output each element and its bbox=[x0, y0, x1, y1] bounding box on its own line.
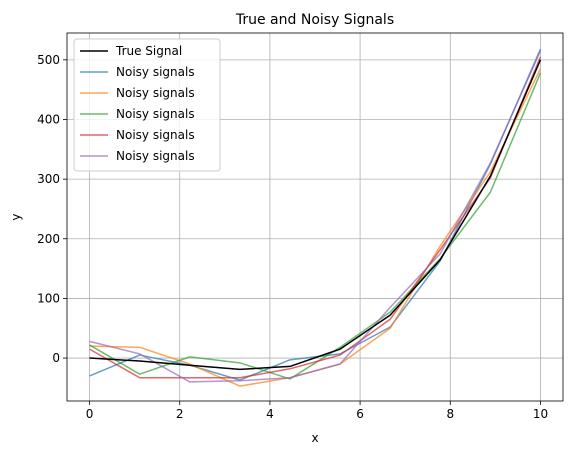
legend-label: Noisy signals bbox=[116, 107, 195, 121]
x-axis-label: x bbox=[311, 431, 318, 445]
y-tick-label: 300 bbox=[37, 172, 60, 186]
x-tick-label: 2 bbox=[176, 407, 184, 421]
x-tick-label: 10 bbox=[533, 407, 548, 421]
y-tick-label: 100 bbox=[37, 291, 60, 305]
legend-label: Noisy signals bbox=[116, 128, 195, 142]
legend-box bbox=[73, 38, 221, 172]
y-tick-label: 200 bbox=[37, 232, 60, 246]
y-tick-label: 0 bbox=[52, 351, 60, 365]
x-tick-label: 4 bbox=[266, 407, 274, 421]
noisy-signal-line-4 bbox=[89, 56, 542, 379]
noisy-signal-line-5 bbox=[89, 50, 542, 383]
x-tick-label: 8 bbox=[446, 407, 454, 421]
grid bbox=[67, 33, 563, 401]
x-tick-label: 6 bbox=[356, 407, 364, 421]
y-tick-label: 500 bbox=[37, 53, 60, 67]
true-signal-line bbox=[89, 59, 542, 371]
x-tick-label: 0 bbox=[86, 407, 94, 421]
y-axis-label: y bbox=[9, 213, 23, 220]
chart-title: True and Noisy Signals bbox=[235, 12, 394, 28]
legend-label: Noisy signals bbox=[116, 86, 195, 100]
legend-label: True Signal bbox=[115, 44, 182, 58]
series-lines bbox=[89, 48, 542, 387]
noisy-signal-line-3 bbox=[89, 72, 542, 380]
y-tick-label: 400 bbox=[37, 112, 60, 126]
plot-frame bbox=[66, 32, 564, 402]
legend: True Signal Noisy signals Noisy signals Noi… bbox=[73, 38, 221, 172]
legend-label: Noisy signals bbox=[116, 149, 195, 163]
legend-label: Noisy signals bbox=[116, 65, 195, 79]
